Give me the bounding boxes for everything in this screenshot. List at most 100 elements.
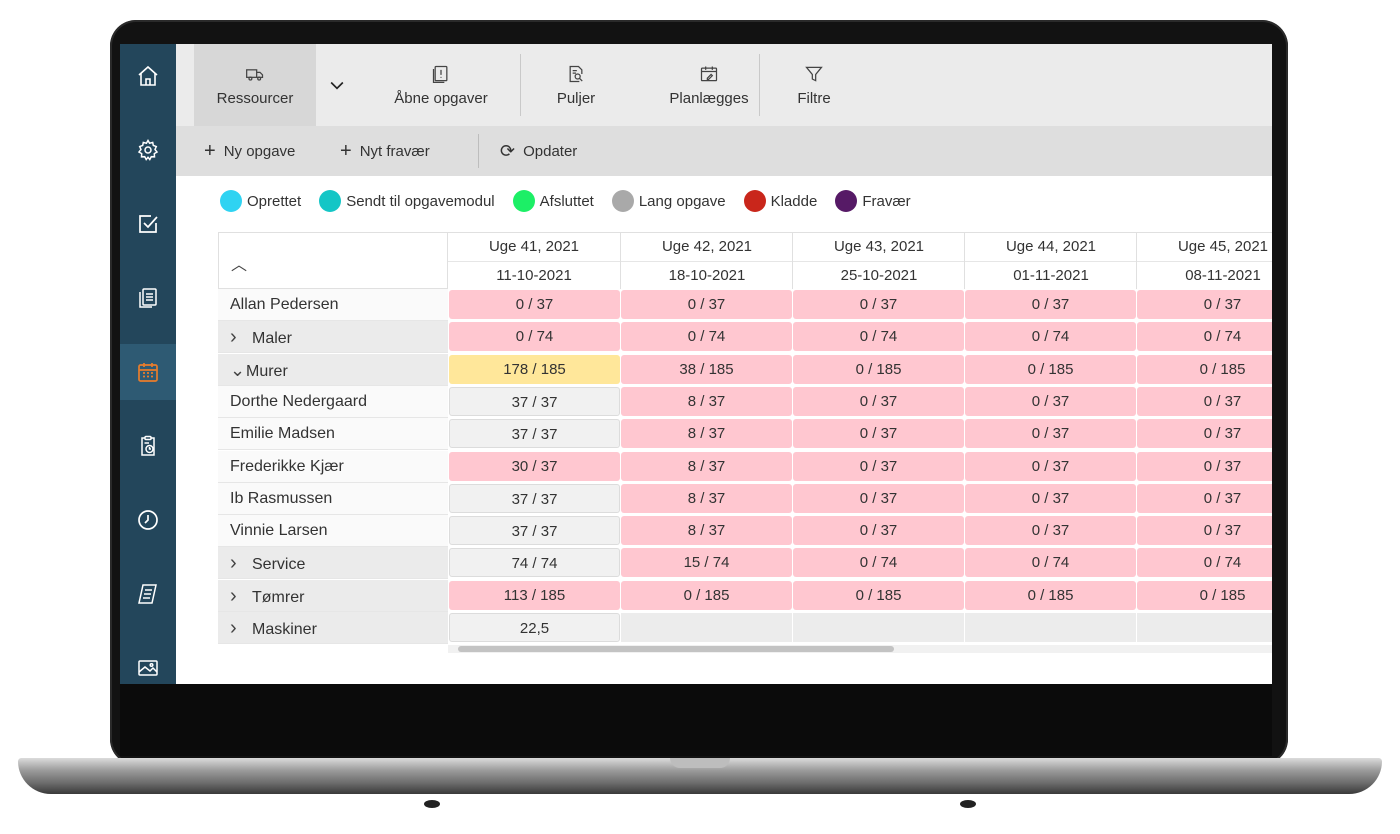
collapse-all-icon[interactable]: ︿ — [231, 257, 248, 274]
row-label: Dorthe Nedergaard — [230, 392, 367, 410]
capacity-cell[interactable]: 37 / 37 — [449, 386, 620, 416]
sidebar-item-settings[interactable] — [120, 122, 176, 178]
capacity-cell[interactable]: 113 / 185 — [449, 580, 620, 610]
filtre-button[interactable]: Filtre — [774, 44, 854, 126]
capacity-cell[interactable]: 0 / 37 — [1137, 419, 1272, 449]
capacity-cell[interactable]: 0 / 37 — [965, 419, 1136, 449]
ressourcer-button[interactable]: Ressourcer — [194, 44, 316, 126]
ressourcer-dropdown[interactable] — [320, 44, 354, 126]
capacity-cell[interactable]: 74 / 74 — [449, 548, 620, 578]
capacity-cell[interactable]: 0 / 37 — [1137, 290, 1272, 319]
capacity-cell[interactable]: 0 / 185 — [1137, 580, 1272, 610]
week-label: Uge 44, 2021 — [965, 233, 1137, 262]
opdater-button[interactable]: ⟳ Opdater — [500, 126, 577, 176]
chevron-right-icon[interactable]: › — [230, 617, 237, 639]
week-date: 25-10-2021 — [840, 267, 918, 284]
week-column-header: Uge 41, 2021 11-10-2021 — [448, 232, 620, 289]
row-name[interactable]: ⌄Murer — [218, 353, 448, 386]
sidebar-item-calendar[interactable] — [120, 344, 176, 400]
capacity-cell[interactable]: 0 / 74 — [1137, 322, 1272, 352]
week-date: 08-11-2021 — [1185, 267, 1261, 284]
capacity-cell[interactable]: 37 / 37 — [449, 483, 620, 513]
gear-icon — [137, 139, 159, 161]
legend-dot — [512, 190, 535, 212]
row-name[interactable]: › Maler — [218, 321, 448, 354]
capacity-cell[interactable]: 15 / 74 — [621, 548, 792, 578]
capacity-cell[interactable]: 0 / 185 — [793, 354, 964, 384]
group-row: › Maskiner 22,5 — [218, 612, 1272, 644]
horizontal-scrollbar[interactable] — [448, 645, 1272, 653]
scroll-thumb[interactable] — [458, 646, 894, 652]
capacity-cell[interactable]: 0 / 37 — [965, 516, 1136, 546]
capacity-cell[interactable]: 0 / 74 — [1137, 548, 1272, 578]
row-name[interactable]: › Tømrer — [218, 579, 448, 612]
capacity-cell[interactable]: 0 / 37 — [965, 451, 1136, 481]
capacity-cell[interactable]: 8 / 37 — [621, 483, 792, 513]
sidebar-item-notes[interactable] — [120, 566, 176, 622]
capacity-cell[interactable]: 0 / 37 — [965, 290, 1136, 319]
legend-dot — [835, 190, 858, 212]
sidebar-item-home[interactable] — [120, 48, 176, 104]
capacity-cell[interactable]: 8 / 37 — [621, 386, 792, 416]
capacity-cell[interactable]: 8 / 37 — [621, 419, 792, 449]
sidebar-item-tasks[interactable] — [120, 196, 176, 252]
row-name[interactable]: › Maskiner — [218, 612, 448, 644]
chevron-right-icon[interactable]: › — [230, 326, 237, 349]
sidebar-item-time[interactable] — [120, 492, 176, 548]
capacity-cell[interactable]: 0 / 37 — [1137, 483, 1272, 513]
capacity-cell[interactable]: 0 / 185 — [965, 354, 1136, 384]
capacity-cell[interactable]: 0 / 37 — [793, 386, 964, 416]
legend-item: Fravær — [835, 190, 911, 212]
legend-item: Sendt til opgavemodul — [319, 190, 495, 212]
ny-opgave-button[interactable]: + Ny opgave — [204, 126, 295, 176]
legend-dot — [743, 190, 766, 212]
capacity-cell[interactable]: 30 / 37 — [449, 451, 620, 481]
capacity-cell[interactable]: 0 / 185 — [1137, 354, 1272, 384]
capacity-cell[interactable]: 0 / 37 — [793, 516, 964, 546]
capacity-cell[interactable]: 0 / 74 — [965, 322, 1136, 352]
capacity-cell[interactable]: 0 / 37 — [793, 419, 964, 449]
capacity-cell[interactable]: 38 / 185 — [621, 354, 792, 384]
capacity-cell[interactable]: 0 / 37 — [1137, 516, 1272, 546]
capacity-cell[interactable]: 0 / 37 — [793, 451, 964, 481]
aabne-opgaver-button[interactable]: Åbne opgaver — [376, 44, 506, 126]
group-row: › Maler 0 / 74 0 / 74 0 / 74 0 / 74 0 / 74 — [218, 321, 1272, 354]
capacity-cell[interactable]: 0 / 37 — [965, 483, 1136, 513]
nyt-fravaer-button[interactable]: + Nyt fravær — [340, 126, 430, 176]
capacity-cell[interactable]: 0 / 37 — [449, 290, 620, 319]
capacity-cell[interactable]: 0 / 37 — [965, 386, 1136, 416]
legend-item: Afsluttet — [512, 190, 594, 212]
capacity-cell[interactable]: 0 / 37 — [793, 290, 964, 319]
legend-item: Oprettet — [220, 190, 301, 212]
capacity-cell[interactable]: 0 / 37 — [1137, 386, 1272, 416]
row-name[interactable]: › Service — [218, 547, 448, 580]
sidebar-item-documents[interactable] — [120, 270, 176, 326]
capacity-cell[interactable]: 0 / 37 — [621, 290, 792, 319]
capacity-cell[interactable]: 178 / 185 — [449, 354, 620, 384]
capacity-cell[interactable]: 0 / 74 — [965, 548, 1136, 578]
capacity-cell[interactable]: 0 / 185 — [621, 580, 792, 610]
row-name: Dorthe Nedergaard — [218, 385, 448, 418]
capacity-cell[interactable]: 0 / 37 — [1137, 451, 1272, 481]
capacity-cell[interactable]: 0 / 74 — [621, 322, 792, 352]
capacity-cell[interactable]: 0 / 185 — [793, 580, 964, 610]
capacity-cell[interactable]: 0 / 74 — [793, 322, 964, 352]
puljer-button[interactable]: Puljer — [536, 44, 616, 126]
chevron-right-icon[interactable]: › — [230, 552, 237, 575]
capacity-cell[interactable]: 37 / 37 — [449, 419, 620, 449]
checkbox-icon — [139, 215, 158, 233]
capacity-cell[interactable]: 37 / 37 — [449, 516, 620, 546]
row-name: Emilie Madsen — [218, 418, 448, 451]
capacity-cell[interactable]: 0 / 74 — [449, 322, 620, 352]
capacity-cell[interactable]: 8 / 37 — [621, 516, 792, 546]
sidebar-item-gallery[interactable] — [120, 640, 176, 684]
capacity-cell[interactable]: 8 / 37 — [621, 451, 792, 481]
capacity-cell[interactable]: 0 / 185 — [965, 580, 1136, 610]
planlaegges-button[interactable]: Planlægges — [636, 44, 782, 126]
sidebar-item-timesheet[interactable] — [120, 418, 176, 474]
capacity-cell[interactable]: 0 / 74 — [793, 548, 964, 578]
chevron-down-icon[interactable]: ⌄ — [230, 359, 246, 380]
capacity-cell[interactable]: 0 / 37 — [793, 483, 964, 513]
capacity-cell[interactable]: 22,5 — [449, 613, 620, 642]
chevron-right-icon[interactable]: › — [230, 584, 237, 607]
